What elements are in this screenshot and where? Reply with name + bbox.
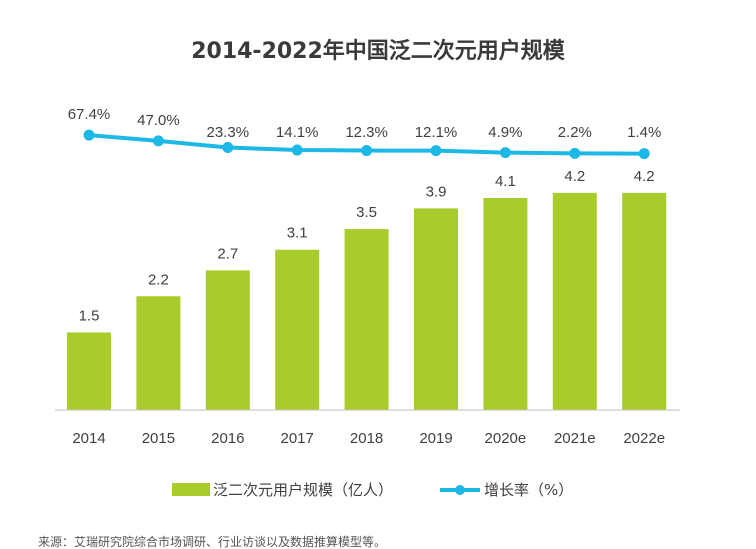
- growth-rate-label: 4.9%: [488, 124, 522, 141]
- growth-rate-point: [291, 144, 303, 156]
- growth-rate-label: 23.3%: [207, 124, 250, 141]
- x-tick-label: 2017: [281, 430, 314, 447]
- growth-rate-point: [361, 145, 373, 157]
- legend: 泛二次元用户规模（亿人） 增长率（%）: [172, 481, 573, 499]
- bar-2014: [67, 332, 111, 410]
- growth-rate-point: [83, 129, 95, 141]
- bar-value-label: 3.5: [356, 204, 377, 221]
- x-tick-label: 2014: [72, 430, 105, 447]
- growth-rate-label: 14.1%: [276, 124, 319, 141]
- growth-rate-label: 12.1%: [415, 124, 458, 141]
- growth-rate-point: [430, 145, 442, 157]
- growth-rate-label: 67.4%: [68, 106, 111, 123]
- x-tick-label: 2016: [211, 430, 244, 447]
- growth-rate-label: 47.0%: [137, 112, 180, 129]
- bar-2018: [344, 229, 389, 410]
- bar-value-label: 2.7: [217, 245, 238, 262]
- growth-rate-point: [569, 147, 581, 159]
- legend-line-label: 增长率（%）: [484, 481, 573, 499]
- bar-value-label: 3.1: [287, 225, 308, 242]
- growth-rate-point: [499, 147, 511, 159]
- bar-value-label: 1.5: [79, 307, 100, 324]
- legend-line-marker: [455, 485, 465, 495]
- x-tick-label: 2021e: [554, 430, 596, 447]
- bar-value-label: 4.1: [495, 173, 516, 190]
- x-tick-label: 2015: [142, 430, 175, 447]
- growth-rate-point: [152, 135, 164, 147]
- bar-value-label: 4.2: [634, 168, 655, 185]
- growth-rate-point: [222, 141, 234, 153]
- x-tick-label: 2020e: [485, 430, 527, 447]
- growth-rate-point: [638, 148, 650, 160]
- bar-value-label: 2.2: [148, 271, 169, 288]
- chart-title: 2014-2022年中国泛二次元用户规模: [191, 38, 566, 64]
- bar-value-label: 4.2: [564, 168, 585, 185]
- growth-rate-label: 1.4%: [627, 124, 661, 141]
- bar-2019: [414, 208, 458, 410]
- bar-2020e: [483, 198, 528, 410]
- bar-2022e: [622, 192, 667, 410]
- x-tick-label: 2019: [419, 430, 452, 447]
- bar-2017: [275, 249, 320, 410]
- bar-2021e: [552, 192, 597, 410]
- bar-2016: [205, 270, 250, 410]
- growth-rate-label: 12.3%: [345, 124, 388, 141]
- growth-rate-label: 2.2%: [558, 124, 592, 141]
- x-tick-label: 2018: [350, 430, 383, 447]
- legend-bar-label: 泛二次元用户规模（亿人）: [213, 481, 393, 499]
- bar-value-label: 3.9: [426, 183, 447, 200]
- legend-bar-swatch: [172, 483, 210, 496]
- source-note: 来源：艾瑞研究院综合市场调研、行业访谈以及数据推算模型等。: [38, 534, 386, 549]
- x-tick-label: 2022e: [623, 430, 665, 447]
- bar-2015: [136, 296, 181, 410]
